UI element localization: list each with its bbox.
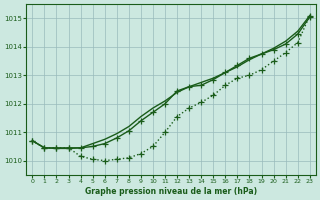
X-axis label: Graphe pression niveau de la mer (hPa): Graphe pression niveau de la mer (hPa) — [85, 187, 257, 196]
